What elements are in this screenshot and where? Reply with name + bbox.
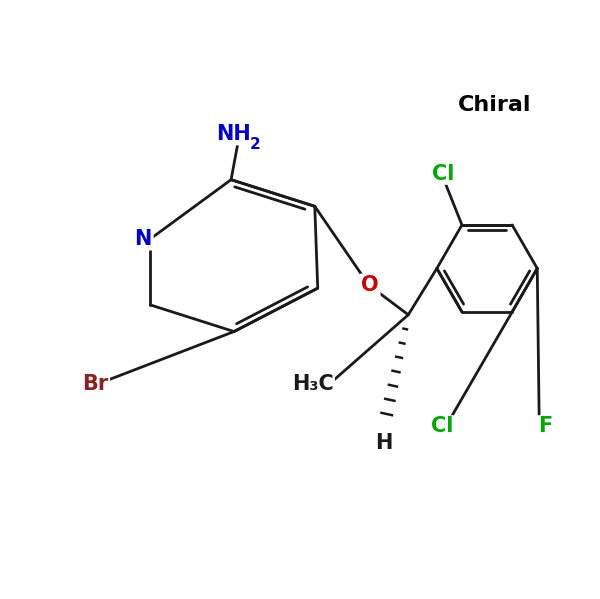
Text: Cl: Cl: [431, 164, 454, 184]
Text: N: N: [134, 229, 152, 249]
Text: Cl: Cl: [431, 416, 453, 436]
Text: H₃C: H₃C: [292, 374, 334, 394]
Text: Chiral: Chiral: [458, 95, 532, 114]
Text: NH: NH: [215, 125, 250, 144]
Text: O: O: [361, 275, 379, 295]
Text: 2: 2: [250, 137, 261, 152]
Text: F: F: [538, 416, 552, 436]
Text: H: H: [375, 433, 392, 453]
Text: Br: Br: [82, 374, 109, 394]
